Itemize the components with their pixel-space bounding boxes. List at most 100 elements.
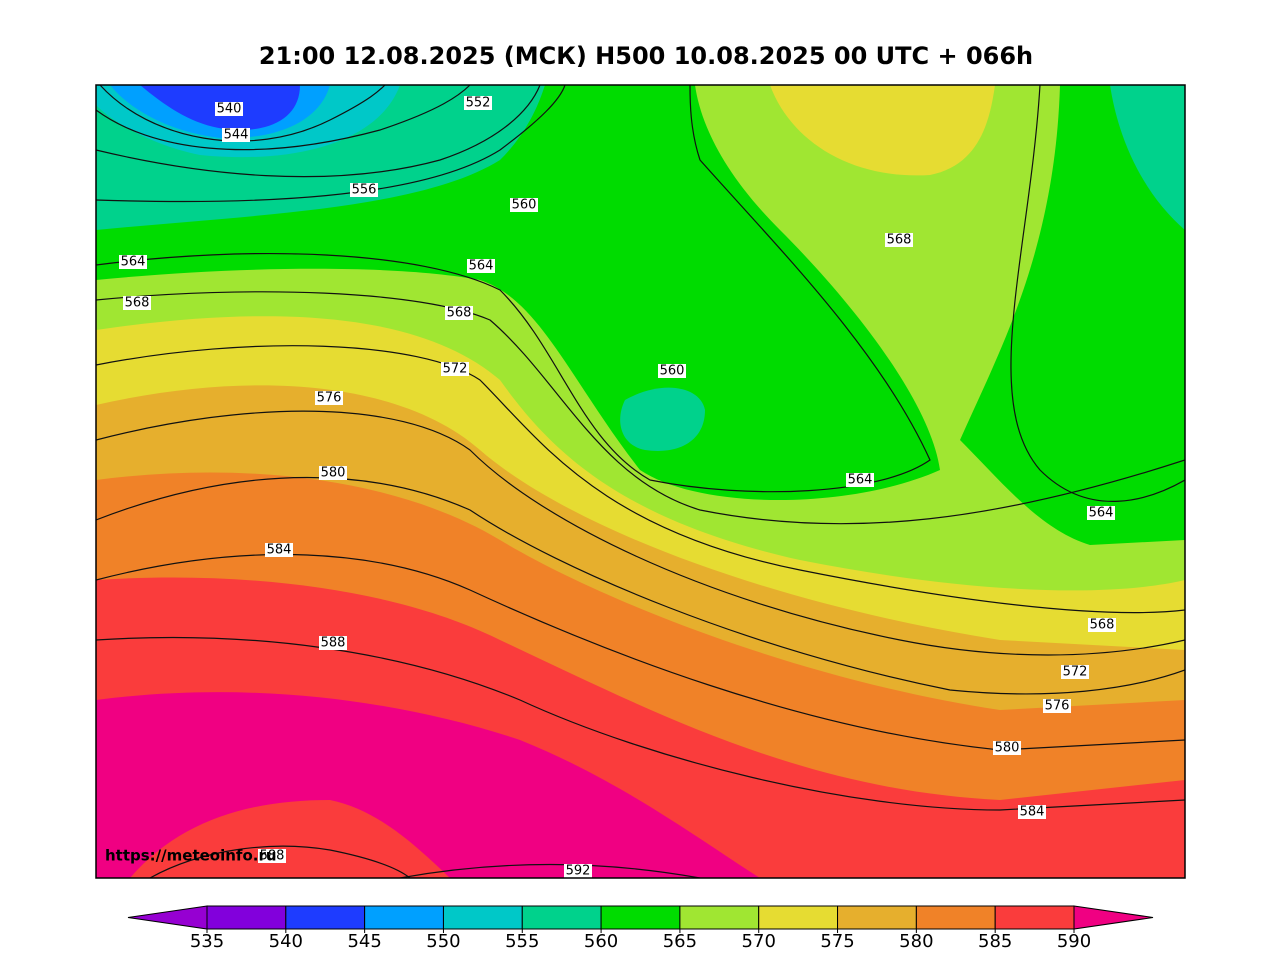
colorbar-segment — [915, 905, 996, 930]
colorbar-tick-label: 560 — [584, 931, 618, 952]
contour-label: 568 — [1090, 618, 1115, 633]
contour-label-bg — [658, 364, 686, 378]
contour-label: 564 — [848, 473, 873, 488]
contour-label-bg — [564, 864, 592, 878]
contour-label-bg — [445, 306, 473, 320]
colorbar-segment — [364, 905, 444, 930]
colorbar-extend-high — [1073, 905, 1154, 930]
colorbar-tick-label: 570 — [742, 931, 776, 952]
contour-line — [99, 85, 386, 142]
height-band — [770, 85, 995, 176]
colorbar-tick-label: 540 — [269, 931, 303, 952]
contour-label: 568 — [447, 306, 472, 321]
contour-label-bg — [215, 102, 243, 116]
colorbar-segment — [206, 905, 287, 930]
contour-label-bg — [846, 473, 874, 487]
colorbar-segment — [285, 905, 366, 930]
contour-label: 556 — [352, 183, 377, 198]
contour-label: 580 — [321, 466, 346, 481]
colorbar-segment — [442, 905, 523, 930]
height-band — [620, 387, 705, 451]
contour-label: 576 — [317, 391, 342, 406]
contour-label-bg — [222, 128, 250, 142]
contour-line — [96, 85, 541, 178]
contour-label: 560 — [512, 198, 537, 213]
contour-label: 572 — [1063, 665, 1088, 680]
contour-label-bg — [119, 255, 147, 269]
contour-label-bg — [123, 296, 151, 310]
colorbar-segment — [758, 905, 839, 930]
colorbar-tick-label: 585 — [978, 931, 1012, 952]
contour-line — [399, 863, 701, 878]
contour-label: 568 — [125, 296, 150, 311]
contour-label-bg — [441, 362, 469, 376]
colorbar-tick-label: 535 — [190, 931, 224, 952]
colorbar-segment — [679, 905, 760, 930]
contour-label: 584 — [1020, 805, 1045, 820]
contour-label: 540 — [217, 102, 242, 117]
contour-label-bg — [993, 741, 1021, 755]
height-band — [1110, 85, 1185, 230]
contour-line — [96, 476, 1185, 695]
contour-line — [96, 85, 931, 493]
colorbar-tick-label: 575 — [820, 931, 854, 952]
contour-label: 560 — [660, 364, 685, 379]
contour-label: 552 — [466, 96, 491, 111]
contour-label-bg — [1088, 618, 1116, 632]
contour-label: 564 — [1089, 506, 1114, 521]
contour-label-bg — [464, 96, 492, 110]
colorbar-tick-label: 590 — [1057, 931, 1091, 952]
watermark: https://meteoinfo.ru — [105, 847, 277, 865]
contour-label-bg — [265, 543, 293, 557]
contour-line — [96, 291, 1185, 525]
title: 21:00 12.08.2025 (МСК) H500 10.08.2025 0… — [259, 42, 1033, 70]
contour-label-bg — [1061, 665, 1089, 679]
map: 540 544 552 556 560 564 564 568 568 572 560 576 580 5… — [96, 85, 1185, 879]
contour-label-bg — [467, 259, 495, 273]
colorbar-segment — [994, 905, 1075, 930]
colorbar-segment — [600, 905, 681, 930]
contour-line — [1010, 85, 1185, 502]
contour-label-bg — [510, 198, 538, 212]
contour-label: 564 — [469, 259, 494, 274]
height-band — [130, 800, 450, 878]
contour-line — [96, 410, 1185, 656]
contour-line — [96, 85, 471, 151]
colorbar-tick-label: 545 — [347, 931, 381, 952]
colorbar-tick-label: 555 — [505, 931, 539, 952]
contour-line — [96, 553, 1185, 751]
contour-label-bg — [1043, 699, 1071, 713]
contour-label: 592 — [566, 864, 591, 879]
contour-label-bg — [319, 636, 347, 650]
colorbar-tick-label: 580 — [899, 931, 933, 952]
contour-line — [149, 845, 411, 878]
contour-line — [96, 85, 566, 203]
contour-label-bg — [885, 233, 913, 247]
colorbar-segment — [521, 905, 602, 930]
contour-label-bg — [319, 466, 347, 480]
contour-label: 564 — [121, 255, 146, 270]
contour-label: 572 — [443, 362, 468, 377]
colorbar: 535 540 545 550 555 560 565 570 575 580 585 590 — [127, 905, 1154, 952]
colorbar-extend-low — [127, 905, 208, 930]
contour-line — [96, 636, 1185, 811]
map-frame — [95, 84, 1186, 879]
contour-label: 584 — [267, 543, 292, 558]
colorbar-tick-label: 565 — [663, 931, 697, 952]
contour-label: 576 — [1045, 699, 1070, 714]
colorbar-segment — [837, 905, 917, 930]
contour-label: 568 — [887, 233, 912, 248]
contour-label-bg — [1087, 506, 1115, 520]
contour-label: 588 — [321, 636, 346, 651]
colorbar-tick-label: 550 — [426, 931, 460, 952]
contour-label-bg — [1018, 805, 1046, 819]
contour-label: 580 — [995, 741, 1020, 756]
contour-label-bg — [350, 183, 378, 197]
contour-label: 544 — [224, 128, 249, 143]
contour-line — [96, 345, 1185, 614]
contour-label: 588 — [260, 849, 285, 864]
contour-label-bg — [315, 391, 343, 405]
contour-label-bg — [258, 849, 286, 863]
